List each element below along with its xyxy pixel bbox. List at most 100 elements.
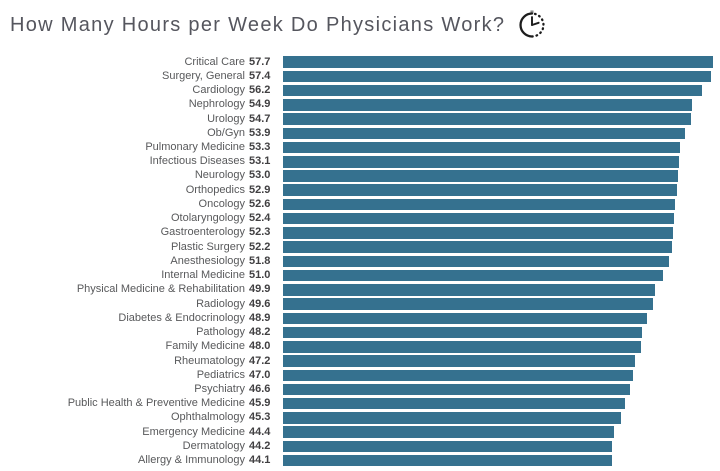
bar xyxy=(283,326,643,339)
bar-row: Orthopedics 52.9 xyxy=(0,183,720,197)
category-label: Cardiology xyxy=(192,84,245,97)
value-label: 53.0 xyxy=(249,169,271,182)
value-label: 48.9 xyxy=(249,311,271,324)
chart-header: How Many Hours per Week Do Physicians Wo… xyxy=(0,0,720,43)
bar xyxy=(283,355,635,367)
value-label: 48.0 xyxy=(249,340,271,353)
bar xyxy=(283,284,655,296)
category-label: Neurology xyxy=(194,169,245,182)
bar-chart: Critical Care 57.7 Surgery, General 57.4 Car… xyxy=(0,55,720,468)
value-label: 47.2 xyxy=(249,354,271,367)
bar-row: Gastroenterology 52.3 xyxy=(0,226,720,240)
category-label: Rheumatology xyxy=(174,354,245,367)
bar-row: Pulmonary Medicine 53.3 xyxy=(0,140,720,154)
category-label: Pulmonary Medicine xyxy=(145,141,245,154)
value-label: 44.4 xyxy=(249,425,271,438)
bar-row: Rheumatology 47.2 xyxy=(0,354,720,368)
bar xyxy=(283,127,685,140)
value-label: 54.7 xyxy=(249,112,271,125)
bar xyxy=(283,70,711,83)
bar xyxy=(283,255,669,268)
category-label: Physical Medicine & Rehabilitation xyxy=(76,283,245,296)
category-label: Allergy & Immunology xyxy=(138,454,245,467)
value-label: 56.2 xyxy=(249,84,271,97)
bar xyxy=(283,440,613,453)
value-label: 45.9 xyxy=(249,397,271,410)
bar xyxy=(283,369,634,382)
value-label: 51.8 xyxy=(249,254,271,267)
category-label: Emergency Medicine xyxy=(142,425,245,438)
bar xyxy=(283,227,673,239)
category-label: Oncology xyxy=(198,197,245,210)
bar xyxy=(283,383,631,396)
category-label: Orthopedics xyxy=(185,183,245,196)
category-label: Pathology xyxy=(196,326,245,339)
bar xyxy=(283,170,678,182)
bar xyxy=(283,341,641,353)
bar xyxy=(283,412,621,424)
bar xyxy=(283,298,653,310)
bar-row: Diabetes & Endocrinology 48.9 xyxy=(0,311,720,325)
category-label: Public Health & Preventive Medicine xyxy=(67,397,245,410)
category-label: Plastic Surgery xyxy=(171,240,245,253)
value-label: 49.9 xyxy=(249,283,271,296)
bar xyxy=(283,184,678,196)
bar xyxy=(283,156,679,168)
chart-title: How Many Hours per Week Do Physicians Wo… xyxy=(10,13,506,36)
bar xyxy=(283,312,648,325)
bar-row: Public Health & Preventive Medicine 45.9 xyxy=(0,397,720,411)
category-label: Urology xyxy=(207,112,245,125)
value-label: 52.3 xyxy=(249,226,271,239)
bar xyxy=(283,99,693,111)
bar-row: Cardiology 56.2 xyxy=(0,83,720,97)
bar-row: Radiology 49.6 xyxy=(0,297,720,311)
bar xyxy=(283,397,626,410)
bar xyxy=(283,141,681,154)
bar-row: Family Medicine 48.0 xyxy=(0,340,720,354)
bar-row: Otolaryngology 52.4 xyxy=(0,212,720,226)
bar-row: Surgery, General 57.4 xyxy=(0,69,720,83)
value-label: 49.6 xyxy=(249,297,271,310)
bar-row: Emergency Medicine 44.4 xyxy=(0,425,720,439)
category-label: Radiology xyxy=(196,297,245,310)
value-label: 46.6 xyxy=(249,383,271,395)
value-label: 52.2 xyxy=(249,240,271,253)
value-label: 45.3 xyxy=(249,411,271,424)
value-label: 54.9 xyxy=(249,98,271,111)
bar-row: Psychiatry 46.6 xyxy=(0,382,720,396)
category-label: Critical Care xyxy=(184,55,245,68)
bar-row: Pathology 48.2 xyxy=(0,325,720,339)
value-label: 44.1 xyxy=(249,454,271,467)
value-label: 48.2 xyxy=(249,326,271,339)
category-label: Nephrology xyxy=(188,98,245,111)
bar xyxy=(283,241,672,253)
category-label: Diabetes & Endocrinology xyxy=(118,311,245,324)
bar-row: Ophthalmology 45.3 xyxy=(0,411,720,425)
bar-row: Urology 54.7 xyxy=(0,112,720,126)
category-label: Ophthalmology xyxy=(171,411,245,424)
bar-row: Neurology 53.0 xyxy=(0,169,720,183)
bar-row: Oncology 52.6 xyxy=(0,197,720,211)
value-label: 53.9 xyxy=(249,126,271,139)
value-label: 51.0 xyxy=(249,269,271,282)
category-label: Otolaryngology xyxy=(171,212,245,225)
value-label: 52.6 xyxy=(249,197,271,210)
value-label: 57.4 xyxy=(249,69,271,82)
value-label: 52.4 xyxy=(249,212,271,225)
value-label: 44.2 xyxy=(249,439,271,452)
bar xyxy=(283,84,702,97)
value-label: 52.9 xyxy=(249,183,271,196)
bar xyxy=(283,269,664,282)
bar-row: Allergy & Immunology 44.1 xyxy=(0,454,720,468)
value-label: 53.1 xyxy=(249,155,271,168)
bar-row: Dermatology 44.2 xyxy=(0,439,720,453)
bar xyxy=(283,426,614,438)
bar-row: Infectious Diseases 53.1 xyxy=(0,155,720,169)
bar xyxy=(283,113,691,125)
value-label: 53.3 xyxy=(249,141,271,154)
bar xyxy=(283,56,713,68)
bar-row: Pediatrics 47.0 xyxy=(0,368,720,382)
bar-row: Physical Medicine & Rehabilitation 49.9 xyxy=(0,283,720,297)
category-label: Family Medicine xyxy=(165,340,245,353)
